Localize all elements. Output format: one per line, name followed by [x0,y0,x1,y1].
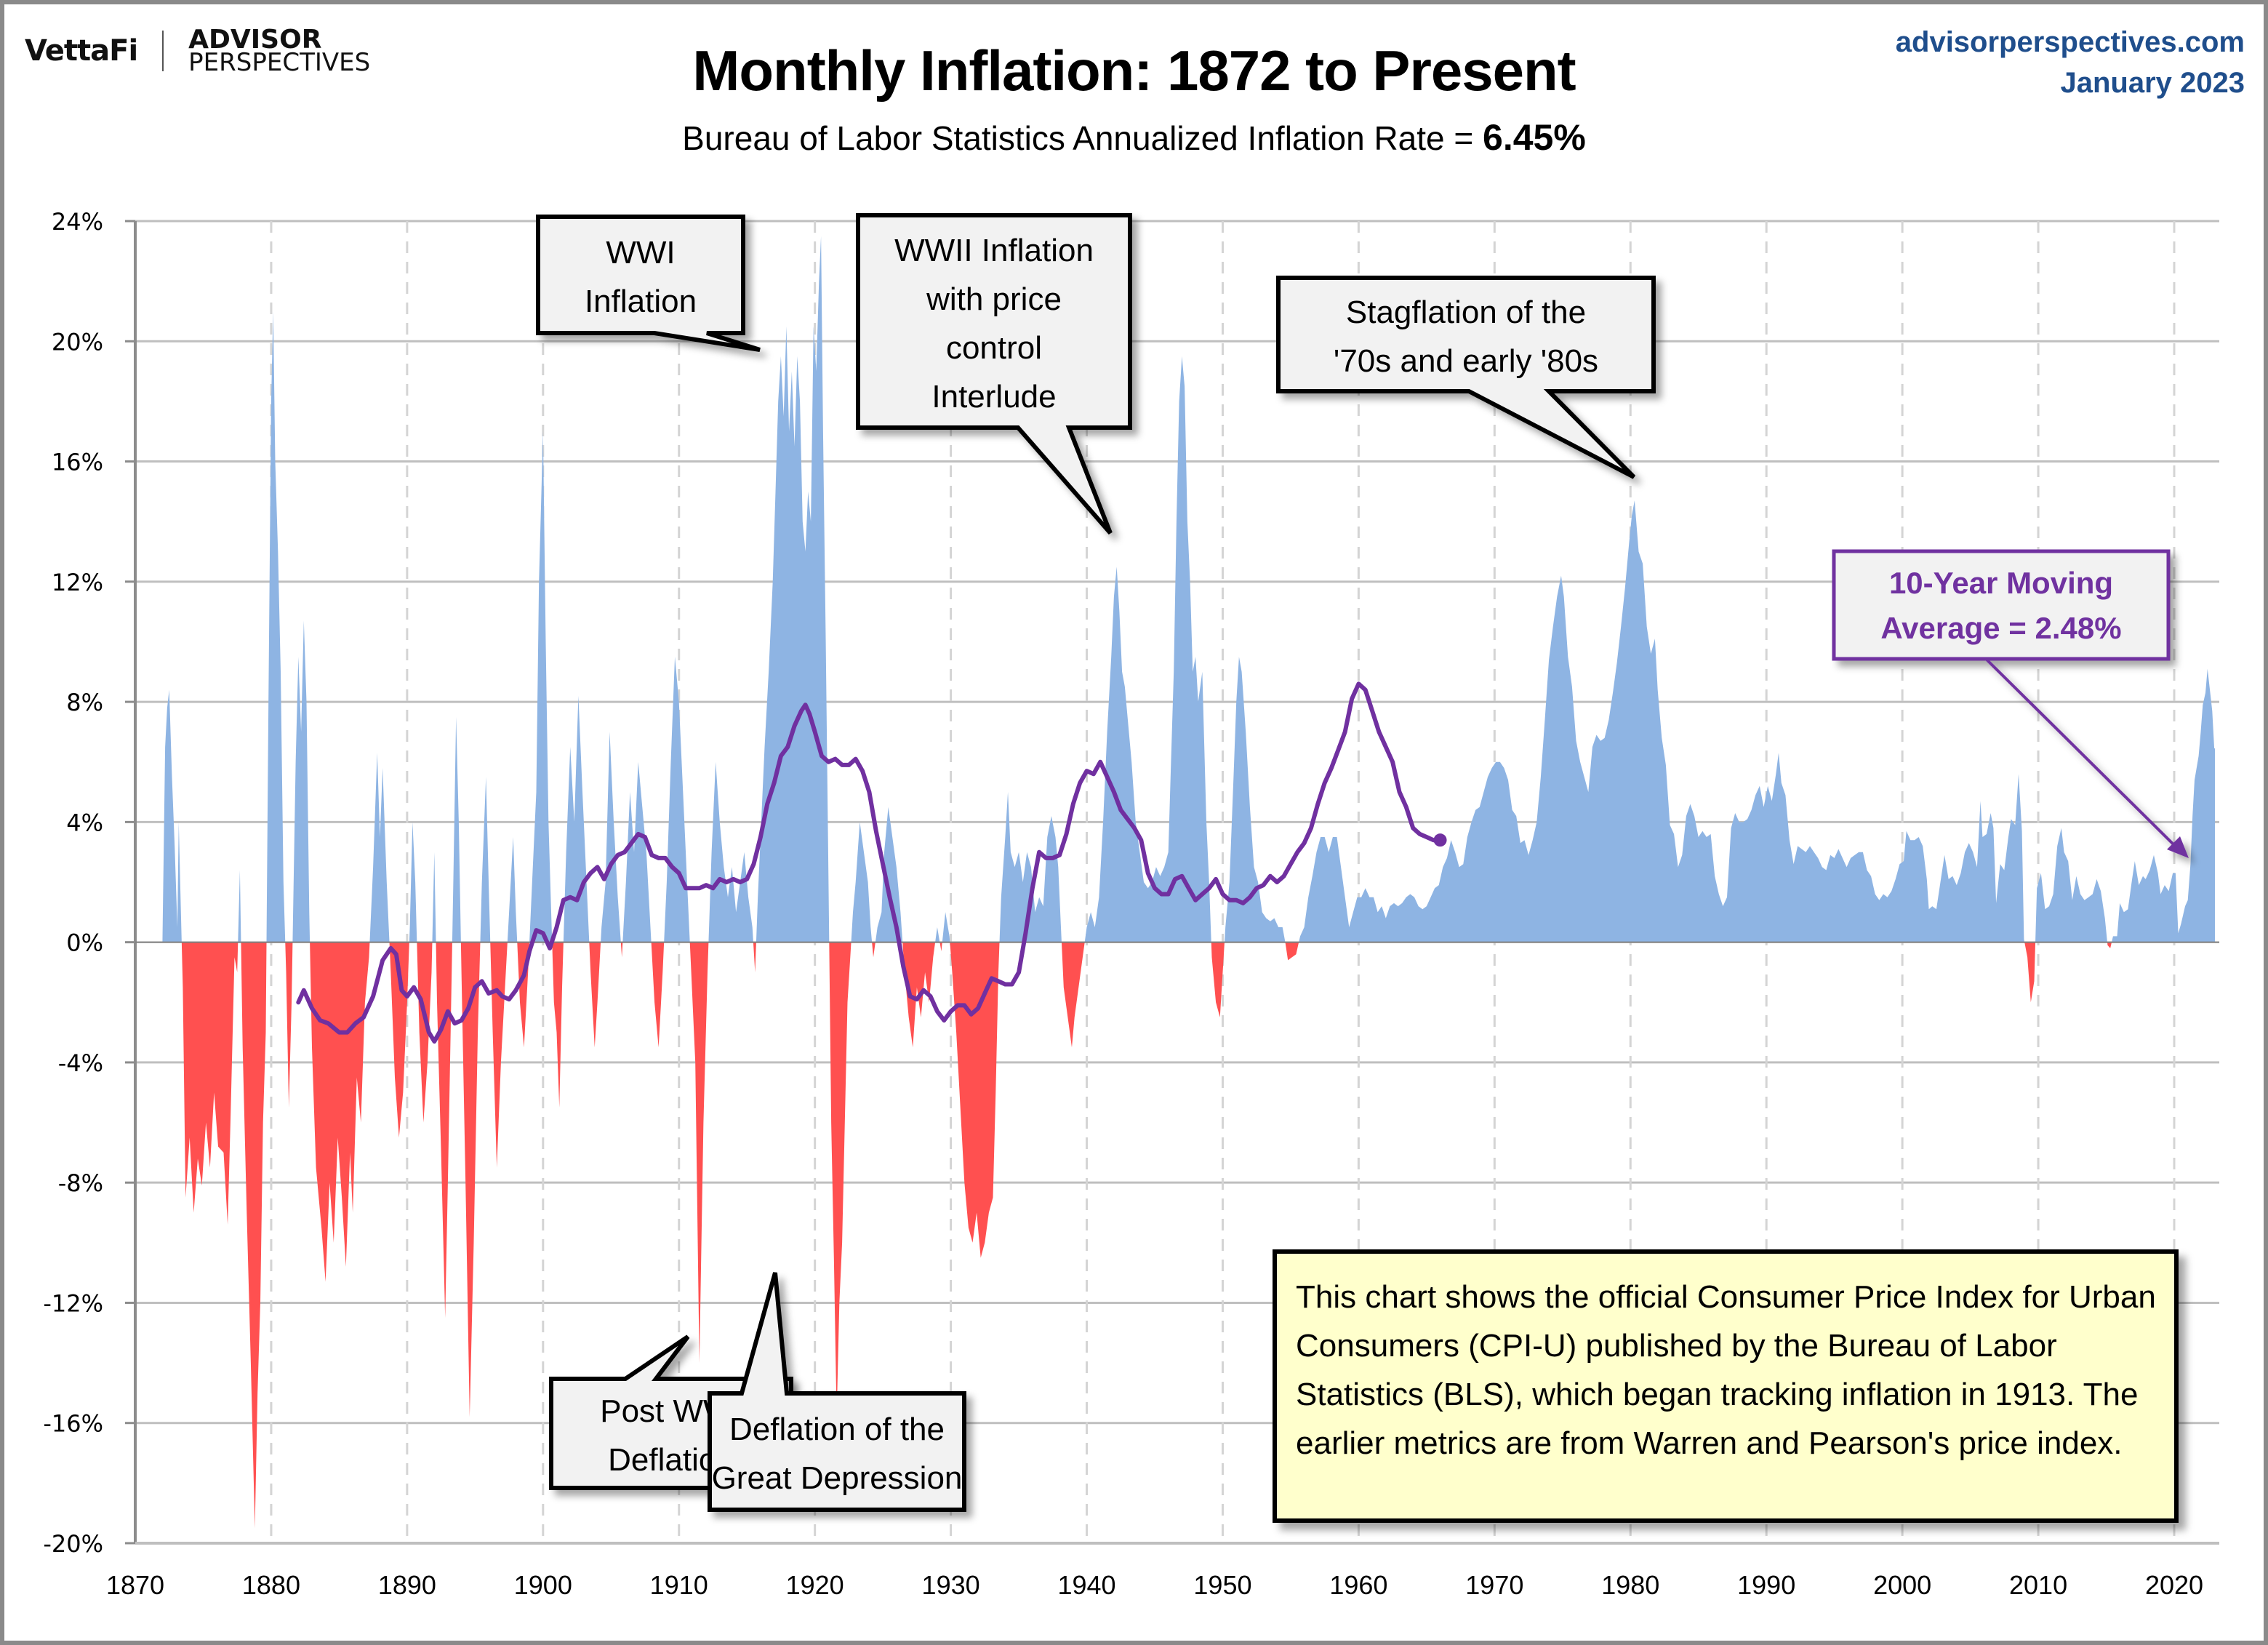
callout-line: WWI [606,235,675,271]
callout-shape [856,213,1132,535]
x-tick-label: 1930 [922,1570,980,1600]
x-tick-label: 1940 [1057,1570,1115,1600]
y-tick-label: 24% [52,208,103,236]
y-tick-label: 0% [66,929,103,957]
x-tick-label: 1900 [514,1570,572,1600]
callout-shape [708,1272,966,1512]
moving-average-endpoint [1433,833,1447,847]
y-tick-label: 8% [66,689,103,716]
callout-line: Inflation [585,284,697,319]
x-tick-label: 1950 [1193,1570,1251,1600]
x-tick-label: 1990 [1737,1570,1795,1600]
y-tick-label: 16% [52,449,103,476]
moving-average-series [296,681,1447,1044]
subtitle-value: 6.45% [1483,117,1586,158]
site-url: advisorperspectives.com [1895,26,2245,58]
x-tick-label: 1890 [378,1570,436,1600]
y-tick-label: -12% [43,1289,103,1317]
callout-line: Great Depression [712,1460,963,1496]
callout-great-depression: Deflation of the Great Depression [708,1272,966,1512]
logo-line-2: PERSPECTIVES [188,48,371,78]
callout-wwi-inflation: WWI Inflation [536,215,761,352]
callout-line: Deflation of the [729,1412,945,1447]
y-tick-label: 20% [52,328,103,356]
moving-average-arrow [1980,653,2181,852]
x-tick-label: 2000 [1873,1570,1931,1600]
x-tick-label: 1910 [650,1570,708,1600]
moving-average-label: Average = 2.48% [1880,611,2121,645]
callout-line: '70s and early '80s [1334,343,1598,379]
y-tick-label: 12% [52,569,103,596]
x-tick-label: 1980 [1601,1570,1659,1600]
chart-date: January 2023 [2060,67,2245,99]
source-info: advisorperspectives.com January 2023 [1896,22,2245,103]
moving-average-line [296,681,1443,1044]
inflation-area-series [162,236,2216,1529]
subtitle-prefix: Bureau of Labor Statistics Annualized In… [682,119,1483,157]
moving-average-label: 10-Year Moving [1889,566,2113,600]
x-tick-label: 1970 [1465,1570,1523,1600]
callout-stagflation: Stagflation of the '70s and early '80s [1276,276,1656,479]
x-tick-label: 2010 [2009,1570,2067,1600]
y-tick-label: -16% [43,1410,103,1438]
methodology-note: This chart shows the official Consumer P… [1273,1249,2179,1523]
logo-line-1: ADVISOR [188,25,322,55]
callout-line: control [946,330,1042,366]
callout-line: Stagflation of the [1346,295,1586,330]
callout-line: with price [926,281,1062,317]
brand-logo: VettaFi ADVISOR PERSPECTIVES [25,25,371,78]
callouts: WWI Inflation WWII Inflation with price cont… [536,213,2189,1512]
advisor-perspectives-logo: ADVISOR PERSPECTIVES [188,25,371,78]
vettafi-logo: VettaFi [25,34,138,68]
x-tick-label: 1880 [242,1570,300,1600]
x-tick-label: 2020 [2145,1570,2203,1600]
x-tick-label: 1920 [786,1570,844,1600]
y-tick-label: -4% [58,1049,103,1077]
callout-wwii-inflation: WWII Inflation with price control Interlude [856,213,1132,535]
callout-moving-average: 10-Year Moving Average = 2.48% [1832,549,2189,858]
y-tick-label: -8% [58,1169,103,1197]
moving-average-box [1832,549,2171,661]
callout-shape [536,215,761,352]
inflation-area-positive [162,236,2216,942]
callout-line: Interlude [931,379,1056,415]
y-tick-label: 4% [66,809,103,836]
callout-shape [1276,276,1656,479]
x-tick-label: 1870 [106,1570,164,1600]
callout-line: WWII Inflation [894,233,1094,268]
x-tick-label: 1960 [1329,1570,1387,1600]
chart-subtitle: Bureau of Labor Statistics Annualized In… [0,116,2268,159]
y-tick-label: -20% [43,1530,103,1558]
chart-title: Monthly Inflation: 1872 to Present [692,39,1576,103]
arrowhead-icon [2167,836,2189,858]
axes: -20% -16% -12% -8% -4% 0% 4% 8% 12% 16% 20% 24% 1870… [43,208,2219,1600]
logo-divider [162,31,164,72]
